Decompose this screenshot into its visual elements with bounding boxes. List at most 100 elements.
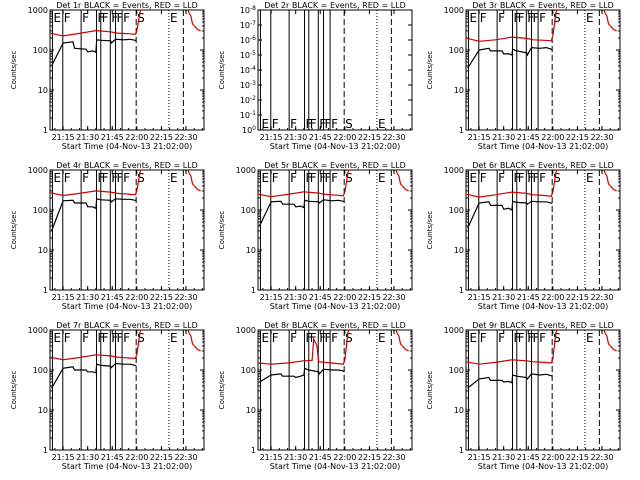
y-tick-label: 10-4 (240, 65, 256, 75)
x-tick-label: 21:45 (309, 133, 332, 142)
event-marker-label: F (319, 117, 326, 131)
x-tick-label: 22:15 (566, 293, 589, 302)
x-tick-label: 22:00 (333, 453, 356, 462)
y-tick-label: 1 (459, 446, 464, 455)
event-marker-label: E (586, 11, 594, 25)
lld-series-line (49, 329, 142, 361)
y-tick-label: 10-7 (240, 20, 256, 30)
x-tick-label: 22:15 (358, 453, 381, 462)
event-marker-label: F (64, 11, 71, 25)
y-axis-label: Counts/sec (426, 211, 434, 250)
event-marker-label: F (539, 11, 546, 25)
event-marker-label: F (527, 171, 534, 185)
plot-frame (465, 169, 621, 291)
x-tick-label: 21:30 (76, 293, 99, 302)
x-tick-label: 22:00 (333, 133, 356, 142)
plot-frame (465, 329, 621, 451)
y-tick-label: 10-3 (240, 80, 256, 90)
events-series-line (51, 198, 137, 232)
x-tick-label: 21:15 (468, 293, 491, 302)
event-marker-label: F (527, 331, 534, 345)
y-tick-label: 10 (38, 86, 48, 95)
x-tick-label: 21:15 (52, 133, 75, 142)
x-tick-label: 22:30 (382, 293, 405, 302)
x-tick-label: 21:30 (492, 453, 515, 462)
event-marker-label: F (325, 171, 332, 185)
y-tick-label: 10-6 (240, 35, 256, 45)
x-tick-label: 21:30 (76, 133, 99, 142)
lld-series-line-late (603, 169, 617, 192)
x-tick-label: 22:00 (541, 133, 564, 142)
x-tick-label: 22:00 (125, 453, 148, 462)
plot-frame (257, 169, 413, 291)
event-marker-label: F (533, 11, 540, 25)
event-marker-label: F (290, 171, 297, 185)
x-tick-label: 21:30 (76, 453, 99, 462)
panel-det-6: Det 6r BLACK = Events, RED = LLD 1 10 100 10… (426, 161, 621, 311)
event-marker-label: F (498, 171, 505, 185)
event-marker-label: E (469, 331, 477, 345)
event-marker-label: F (102, 331, 109, 345)
event-marker-label: F (518, 331, 525, 345)
event-marker-label: F (533, 331, 540, 345)
y-tick-label: 1 (251, 446, 256, 455)
y-tick-label: 1000 (236, 326, 256, 335)
event-marker-label: F (480, 171, 487, 185)
event-marker-label: E (261, 117, 269, 131)
y-tick-label: 10 (246, 406, 256, 415)
y-tick-label: 1000 (444, 166, 464, 175)
event-marker-label: F (117, 331, 124, 345)
event-marker-label: S (345, 331, 353, 345)
y-tick-label: 100 (449, 366, 464, 375)
event-marker-label: F (518, 11, 525, 25)
event-marker-label: F (325, 331, 332, 345)
event-marker-label: F (480, 11, 487, 25)
events-series-line (467, 200, 553, 229)
lld-series-line (257, 169, 350, 198)
x-tick-label: 21:30 (492, 133, 515, 142)
event-marker-label: S (137, 331, 145, 345)
event-marker-label: F (498, 331, 505, 345)
event-marker-label: S (137, 171, 145, 185)
y-axis-label: Counts/sec (10, 51, 18, 90)
events-series-line (259, 199, 345, 227)
lld-series-line (49, 9, 142, 37)
event-marker-label: F (518, 171, 525, 185)
x-tick-label: 21:30 (284, 133, 307, 142)
event-marker-label: F (310, 171, 317, 185)
event-marker-label: E (469, 11, 477, 25)
panel-title: Det 9r BLACK = Events, RED = LLD (472, 321, 614, 330)
event-marker-label: E (170, 11, 178, 25)
y-tick-label: 10 (454, 246, 464, 255)
panel-det-5: Det 5r BLACK = Events, RED = LLD 1 10 100 10… (218, 161, 413, 311)
y-tick-label: 10-2 (240, 95, 256, 105)
y-tick-label: 1000 (236, 166, 256, 175)
x-axis-label: Start Time (04-Nov-13 21:02:00) (270, 302, 400, 311)
event-marker-label: F (331, 117, 338, 131)
event-marker-label: F (272, 117, 279, 131)
event-marker-label: E (586, 331, 594, 345)
event-marker-label: E (170, 171, 178, 185)
x-tick-label: 21:45 (517, 133, 540, 142)
events-series-line (51, 38, 137, 67)
event-marker-label: F (480, 331, 487, 345)
event-marker-label: E (378, 117, 386, 131)
x-tick-label: 21:15 (52, 293, 75, 302)
lld-series-line-late (187, 329, 201, 352)
event-marker-label: E (378, 171, 386, 185)
panel-det-9: Det 9r BLACK = Events, RED = LLD 1 10 100 10… (426, 321, 621, 471)
event-marker-label: F (111, 331, 118, 345)
x-tick-label: 21:30 (284, 453, 307, 462)
event-marker-label: F (319, 331, 326, 345)
y-tick-label: 10 (38, 406, 48, 415)
x-axis-label: Start Time (04-Nov-13 21:02:00) (478, 462, 608, 471)
x-tick-label: 22:15 (566, 133, 589, 142)
x-tick-label: 21:15 (260, 293, 283, 302)
event-marker-label: F (117, 11, 124, 25)
x-tick-label: 22:30 (590, 133, 613, 142)
lld-series-line (465, 169, 558, 198)
event-marker-label: F (82, 171, 89, 185)
event-marker-label: F (272, 171, 279, 185)
y-tick-label: 1 (43, 446, 48, 455)
